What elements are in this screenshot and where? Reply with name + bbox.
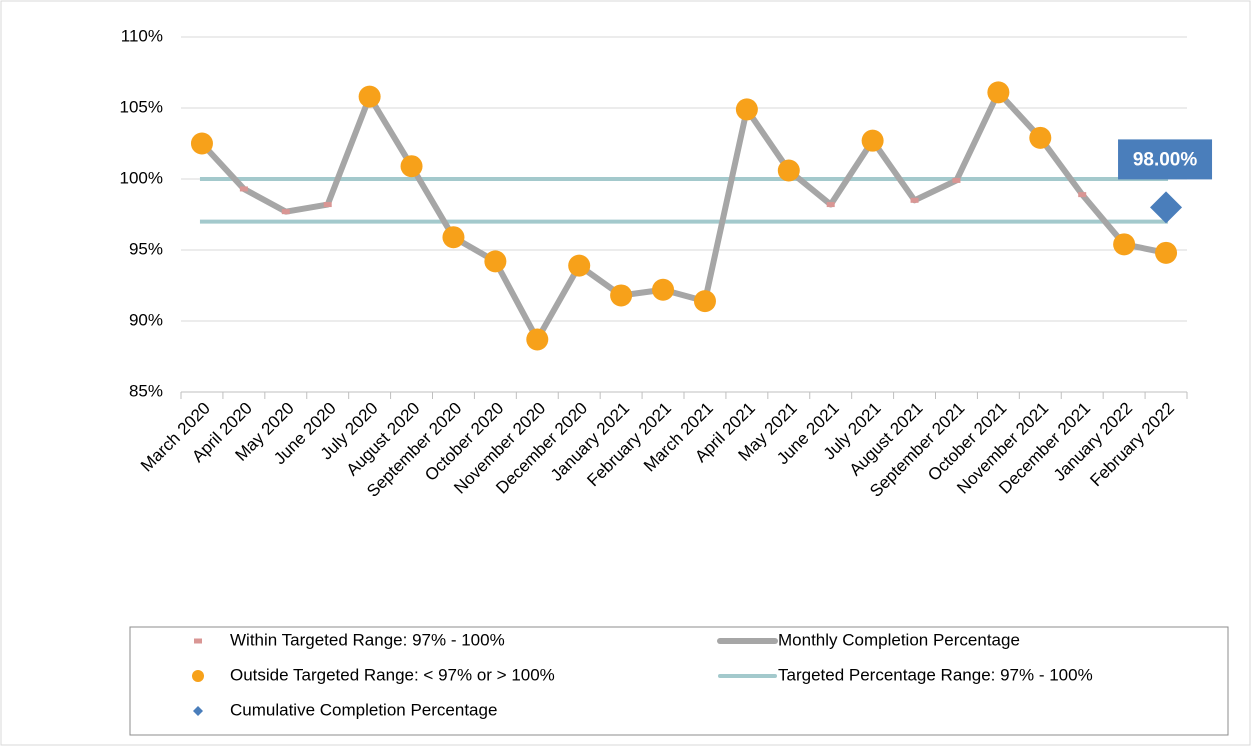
outside-marker (568, 254, 591, 277)
legend-label: Cumulative Completion Percentage (230, 700, 497, 719)
data-label: 98.00% (1133, 149, 1198, 170)
outside-marker (442, 226, 465, 249)
outside-marker (693, 290, 716, 313)
y-tick-label: 85% (129, 381, 163, 400)
cumulative-marker (1150, 191, 1183, 224)
within-marker (323, 202, 332, 208)
outside-marker (190, 132, 213, 155)
outside-marker (987, 81, 1010, 104)
legend-marker (193, 706, 203, 716)
bands (199, 177, 1169, 224)
y-tick-label: 105% (120, 97, 163, 116)
legend-label: Targeted Percentage Range: 97% - 100% (778, 665, 1093, 684)
legend-marker (192, 670, 204, 682)
outside-marker (1113, 233, 1136, 256)
within-marker (826, 202, 835, 208)
outside-marker (358, 85, 381, 108)
outside-marker (735, 98, 758, 121)
within-marker (281, 209, 290, 215)
data-label-box (1118, 139, 1213, 180)
y-tick-label: 100% (120, 168, 163, 187)
legend-label: Within Targeted Range: 97% - 100% (230, 630, 505, 649)
markers: 98.00% (190, 81, 1213, 351)
within-marker (952, 177, 961, 183)
legend-marker (194, 638, 202, 644)
outside-marker (400, 155, 423, 178)
outside-marker (610, 284, 633, 307)
y-tick-label: 95% (129, 239, 163, 258)
legend-box (129, 626, 1229, 736)
within-marker (239, 186, 248, 192)
outside-marker (1155, 241, 1178, 264)
y-tick-label: 110% (121, 26, 163, 45)
within-marker (1078, 192, 1087, 198)
outside-marker (484, 250, 507, 273)
within-marker (910, 197, 919, 203)
legend-label: Monthly Completion Percentage (778, 630, 1020, 649)
y-tick-label: 90% (129, 310, 163, 329)
outside-marker (777, 159, 800, 182)
outside-marker (1029, 126, 1052, 149)
legend-label: Outside Targeted Range: < 97% or > 100% (230, 665, 555, 684)
outside-marker (861, 129, 884, 152)
outside-marker (652, 278, 675, 301)
outside-marker (526, 328, 549, 351)
